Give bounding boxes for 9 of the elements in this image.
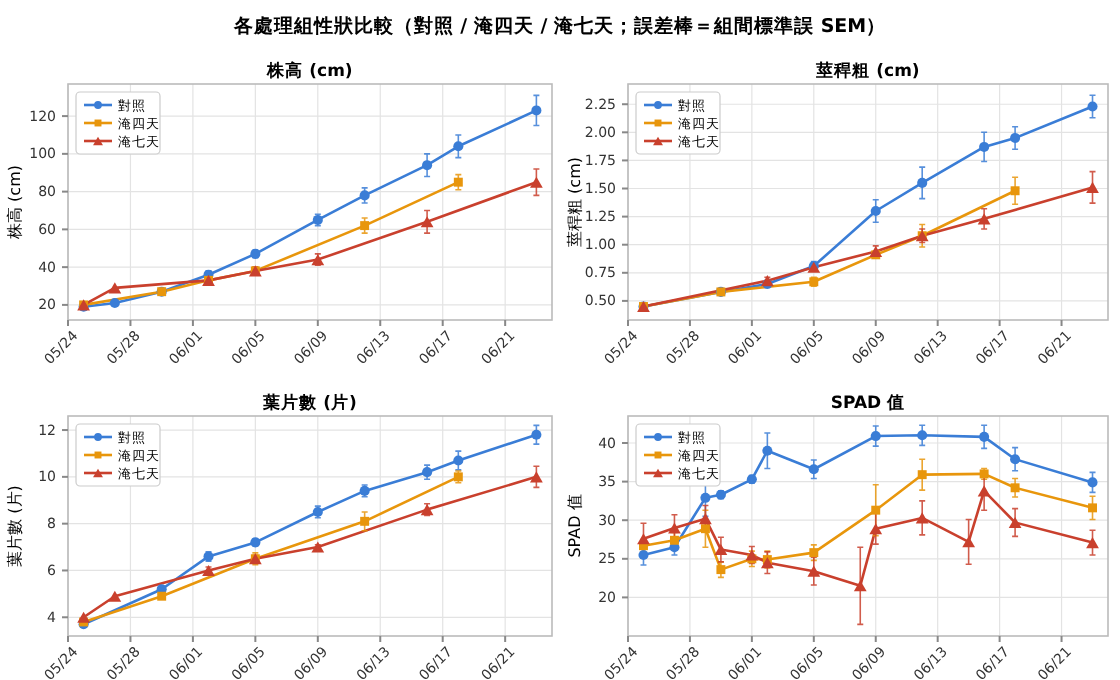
y-axis-title: 葉片數 (片): [6, 485, 24, 567]
chart-title: 葉片數 (片): [261, 392, 357, 414]
chart-title: SPAD 值: [830, 392, 906, 414]
chart-title: 株高 (cm): [265, 60, 353, 82]
chart-title: 莖稈粗 (cm): [814, 60, 920, 82]
text: 各處理組性狀比較（對照 / 淹四天 / 淹七天；誤差棒＝組間標準誤 SEM）: [231, 14, 887, 38]
y-axis-title: 株高 (cm): [6, 165, 24, 241]
y-axis-title: 莖稈粗 (cm): [566, 157, 584, 247]
y-axis-title: SPAD 值: [566, 494, 584, 558]
